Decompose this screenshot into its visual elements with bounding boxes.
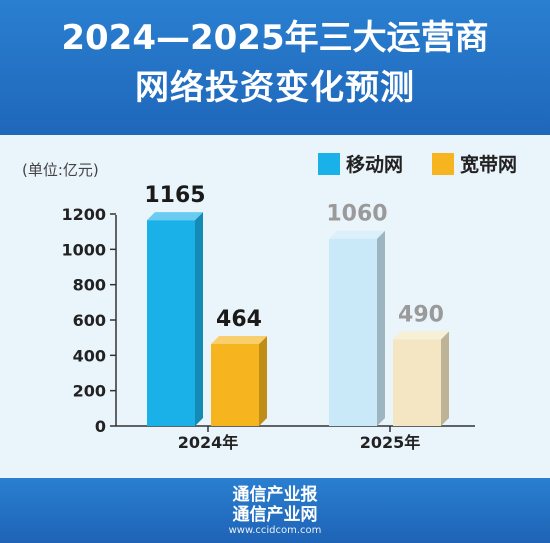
bars: 1165 464 1060 490 bbox=[144, 183, 449, 426]
legend-label-broadband: 宽带网 bbox=[460, 153, 517, 176]
bar-top-broadband-1 bbox=[393, 331, 449, 340]
y-tick-label: 1200 bbox=[61, 205, 106, 224]
legend: 移动网 宽带网 bbox=[318, 153, 517, 176]
x-tick-label: 2025年 bbox=[360, 433, 421, 452]
chart-area: (单位:亿元) 移动网 宽带网 0 200 400 600 800 1000 1200 11… bbox=[0, 135, 550, 478]
bar-side-broadband-1 bbox=[441, 331, 449, 426]
bar-top-mobile-1 bbox=[329, 230, 385, 239]
title-line-1: 2024—2025年三大运营商 bbox=[61, 18, 489, 58]
y-tick-label: 600 bbox=[73, 311, 106, 330]
footer-url[interactable]: www.ccidcom.com bbox=[228, 525, 322, 536]
data-label-mobile-0: 1165 bbox=[144, 183, 205, 208]
bar-side-mobile-1 bbox=[377, 230, 385, 426]
legend-label-mobile: 移动网 bbox=[346, 153, 403, 176]
bar-chart: (单位:亿元) 移动网 宽带网 0 200 400 600 800 1000 1200 11… bbox=[22, 153, 517, 452]
y-tick-label: 1000 bbox=[61, 240, 106, 259]
x-tick-label: 2024年 bbox=[178, 433, 239, 452]
bar-side-mobile-0 bbox=[195, 212, 203, 426]
bar-broadband-1 bbox=[393, 339, 441, 426]
footer-banner: 通信产业报 通信产业网 www.ccidcom.com bbox=[0, 478, 550, 543]
footer-brand-1: 通信产业报 bbox=[232, 485, 318, 505]
bar-top-broadband-0 bbox=[211, 336, 267, 345]
legend-swatch-broadband bbox=[432, 153, 454, 175]
y-tick-label: 0 bbox=[95, 417, 106, 436]
legend-swatch-mobile bbox=[318, 153, 340, 175]
data-label-mobile-1: 1060 bbox=[326, 202, 387, 227]
data-label-broadband-0: 464 bbox=[216, 307, 262, 332]
title-line-2: 网络投资变化预测 bbox=[135, 68, 415, 108]
title-banner: 2024—2025年三大运营商 网络投资变化预测 bbox=[0, 0, 550, 135]
unit-label: (单位:亿元) bbox=[22, 161, 99, 179]
bar-mobile-0 bbox=[147, 220, 195, 426]
bar-side-broadband-0 bbox=[259, 336, 267, 426]
x-labels: 2024年 2025年 bbox=[178, 426, 421, 452]
bar-mobile-1 bbox=[329, 238, 377, 426]
footer-brand-2: 通信产业网 bbox=[232, 505, 318, 525]
y-tick-label: 200 bbox=[73, 382, 106, 401]
y-tick-label: 800 bbox=[73, 276, 106, 295]
data-label-broadband-1: 490 bbox=[398, 302, 444, 327]
y-tick-label: 400 bbox=[73, 346, 106, 365]
y-ticks: 0 200 400 600 800 1000 1200 bbox=[61, 205, 116, 436]
bar-broadband-0 bbox=[211, 344, 259, 426]
bar-top-mobile-0 bbox=[147, 212, 203, 221]
